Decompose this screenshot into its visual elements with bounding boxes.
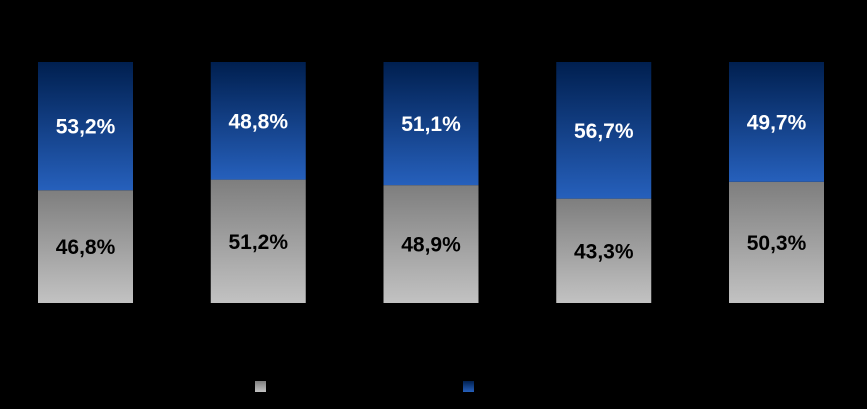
bar-segment xyxy=(210,179,306,303)
value-label: 43,3% xyxy=(574,240,634,263)
value-label: 56,7% xyxy=(574,120,634,143)
value-label: 46,8% xyxy=(56,236,116,259)
bar-segment xyxy=(383,185,479,303)
value-label: 48,8% xyxy=(228,110,288,133)
bar-segment xyxy=(556,198,652,303)
value-label: 48,9% xyxy=(401,234,461,257)
bar-segment xyxy=(556,62,652,199)
value-label: 51,1% xyxy=(401,113,461,136)
bar-segment xyxy=(210,62,306,180)
legend-marker xyxy=(463,381,474,392)
bar-segment xyxy=(38,62,133,191)
bar-segment xyxy=(729,62,824,182)
value-label: 53,2% xyxy=(56,116,116,139)
bar-segment xyxy=(38,190,133,303)
bar-segment xyxy=(383,62,479,186)
legend-marker xyxy=(255,381,266,392)
value-label: 49,7% xyxy=(747,111,807,134)
value-label: 51,2% xyxy=(228,231,288,254)
value-label: 50,3% xyxy=(747,232,807,255)
bar-segment xyxy=(729,181,824,303)
